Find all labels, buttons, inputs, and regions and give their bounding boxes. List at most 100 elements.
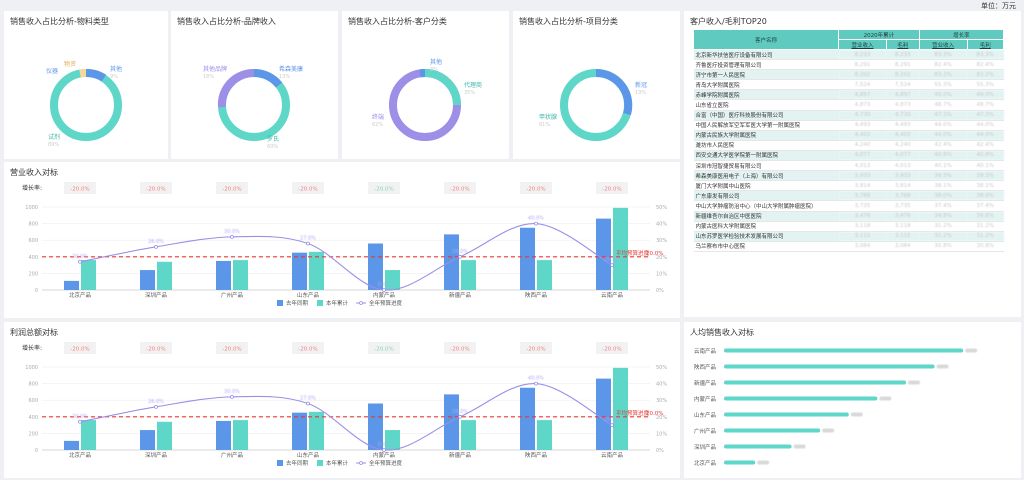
donut-slice-other-brand-2 <box>217 83 232 108</box>
y-tick-label: 600 <box>28 398 38 404</box>
donut-panel-material: 销售收入占比分析-物料类型 其他 9% 物资 仪器 试剂 89% <box>4 11 168 159</box>
profit-cell: 4,077 <box>886 150 920 162</box>
revenue-cell: 3,118 <box>838 221 887 232</box>
profit-growth-cell: 38.1% <box>967 180 1004 192</box>
table-row[interactable]: 济宁市第一人民医院 8,202 8,202 83.2% 83.2% <box>693 69 1004 81</box>
revenue-growth-cell: 82.4% <box>919 59 968 71</box>
label-thyroid: 甲状腺 <box>539 113 557 121</box>
col-header-name[interactable]: 客户名称 <box>693 29 839 50</box>
panel-title: 销售收入占比分析-项目分类 <box>519 17 618 26</box>
revenue-growth-cell: 38.1% <box>919 180 968 192</box>
revenue-cell: 4,897 <box>838 89 887 101</box>
budget-progress-line <box>79 383 613 451</box>
table-row[interactable]: 希森美康医用电子（上海）有限公司 3,933 3,933 39.3% 39.3% <box>693 170 1004 182</box>
budget-point-label: 40.0% <box>528 376 544 382</box>
profit-cell: 4,240 <box>886 140 920 151</box>
budget-point-label: 26.0% <box>148 239 164 245</box>
budget-point <box>610 263 614 267</box>
profit-growth-cell: 31.2% <box>967 221 1004 232</box>
budget-point <box>610 423 614 427</box>
table-row[interactable]: 中山大学肿瘤防治中心（中山大学附属肿瘤医院） 3,735 3,735 37.4% 37.… <box>693 200 1004 212</box>
x-tick-label: 北京产品 <box>69 451 92 459</box>
label-other-brand-pct: 18% <box>203 74 214 80</box>
profit-growth-cell: 48.7% <box>967 99 1004 111</box>
bar-last-year <box>520 387 535 450</box>
budget-point <box>78 259 82 264</box>
col-header-profit[interactable]: 毛利 <box>885 39 920 50</box>
budget-point-label: 20.0% <box>604 417 620 423</box>
customer-name: 广东康发有限公司 <box>693 190 839 202</box>
revenue-growth-cell: 30.8% <box>919 241 968 252</box>
per-capita-value-placeholder <box>822 428 835 433</box>
customer-name: 青岛大学附属医院 <box>693 79 839 91</box>
col-header-profit-growth[interactable]: 毛利 <box>966 39 1005 50</box>
table-row[interactable]: 广东康发有限公司 3,788 3,788 38.0% 38.0% <box>693 190 1004 202</box>
per-capita-bar <box>724 460 756 465</box>
label-roche: 罗氏 <box>267 135 279 143</box>
revenue-growth-cell: 83.3% <box>919 49 968 61</box>
label-terminal-pct: 62% <box>372 122 383 128</box>
customer-name: 齐鲁医疗投资管理有限公司 <box>693 59 839 71</box>
budget-point <box>230 234 234 239</box>
label-material: 物资 <box>64 60 76 68</box>
donut-slice-other-brand <box>224 68 255 89</box>
table-row[interactable]: 合富（中国）医疗科技股份有限公司 4,730 4,730 47.3% 47.3% <box>693 110 1004 121</box>
per-capita-bar <box>724 444 792 449</box>
donut-slice-agent <box>424 69 461 106</box>
table-row[interactable]: 青岛大学附属医院 7,524 7,524 55.3% 55.3% <box>693 79 1004 91</box>
profit-cell: 3,115 <box>886 231 920 242</box>
y2-tick-label: 20% <box>656 415 667 421</box>
revenue-growth-cell: 83.2% <box>919 69 968 81</box>
y-tick-label: 600 <box>28 238 38 244</box>
growth-value: -20.0% <box>146 347 165 353</box>
table-row[interactable]: 赤峰学院附属医院 4,897 4,897 49.0% 49.0% <box>693 89 1004 101</box>
x-tick-label: 新疆产品 <box>449 451 472 459</box>
y2-tick-label: 0% <box>656 448 664 454</box>
customer-name: 中国人民解放军空军军医大学第一附属医院 <box>693 120 839 131</box>
growth-label: 增长率: <box>22 344 42 352</box>
table-row[interactable]: 中国人民解放军空军军医大学第一附属医院 4,493 4,493 44.0% 44.0% <box>693 120 1004 131</box>
budget-point <box>306 401 310 406</box>
growth-value: -20.0% <box>374 347 393 353</box>
per-capita-value-placeholder <box>850 412 863 417</box>
profit-growth-cell: 38.0% <box>967 190 1004 202</box>
customer-name: 潍坊市人民医院 <box>693 140 839 151</box>
table-row[interactable]: 乌兰察布市中心医院 3,084 3,084 30.8% 30.8% <box>693 241 1004 252</box>
col-header-revenue-growth[interactable]: 营业收入 <box>918 39 968 50</box>
revenue-growth-cell: 34.8% <box>919 211 968 222</box>
growth-box <box>596 182 628 194</box>
bar-this-year <box>613 367 628 450</box>
profit-growth-cell: 42.4% <box>967 140 1004 151</box>
table-row[interactable]: 山东苏罗医学检验技术发展有限公司 3,115 3,115 31.2% 31.2% <box>693 231 1004 242</box>
table-row[interactable]: 内蒙古民族大学附属医院 4,402 4,402 44.0% 44.0% <box>693 130 1004 141</box>
bar-this-year <box>233 260 248 290</box>
revenue-growth-cell: 31.2% <box>919 231 968 242</box>
profit-cell: 3,118 <box>886 221 920 232</box>
col-header-revenue[interactable]: 营业收入 <box>838 39 887 50</box>
revenue-growth-cell: 55.3% <box>919 79 968 91</box>
customer-name: 内蒙古民族大学附属医院 <box>693 130 839 141</box>
table-row[interactable]: 内蒙古医科大学附属医院 3,118 3,118 31.2% 31.2% <box>693 221 1004 232</box>
average-label: 平均预算进度 <box>616 249 650 257</box>
table-row[interactable]: 山东省立医院 4,873 4,873 48.7% 48.7% <box>693 99 1004 111</box>
table-row[interactable]: 厦门大学附属中山医院 3,814 3,814 38.1% 38.1% <box>693 180 1004 192</box>
budget-point <box>382 448 386 452</box>
revenue-growth-cell: 49.0% <box>919 89 968 101</box>
table-row[interactable]: 新疆维吾尔自治区中医医院 3,476 3,476 34.8% 34.8% <box>693 211 1004 222</box>
budget-point-label: 20.0% <box>72 254 88 260</box>
donut-panel-project: 销售收入占比分析-项目分类 新冠 19% 甲状腺 81% <box>513 11 680 159</box>
profit-benchmark-panel: 利润总额对标 增长率: -20.0% -20.0% -20.0% -20.0% -20.0… <box>4 322 680 478</box>
label-other-brand: 其他品牌 <box>203 65 227 73</box>
table-row[interactable]: 齐鲁医疗投资管理有限公司 8,291 8,291 82.4% 82.4% <box>693 59 1004 71</box>
y2-tick-label: 50% <box>656 365 667 371</box>
table-row[interactable]: 潍坊市人民医院 4,240 4,240 42.4% 42.4% <box>693 140 1004 151</box>
table-row[interactable]: 深圳市冠智捷贸易有限公司 4,013 4,013 40.1% 40.1% <box>693 160 1004 172</box>
legend-swatch-this-year <box>317 300 323 306</box>
growth-value: -20.0% <box>602 347 621 353</box>
budget-point <box>458 254 462 259</box>
col-group-2020: 2020年累计 <box>838 29 920 40</box>
budget-point <box>306 241 310 246</box>
table-row[interactable]: 北京新华扶信医疗设备有限公司 8,233 8,233 83.3% 83.3% <box>693 49 1004 61</box>
table-row[interactable]: 西安交通大学医学院第一附属医院 4,077 4,077 40.8% 40.8% <box>693 150 1004 162</box>
profit-growth-cell: 47.3% <box>967 110 1004 121</box>
